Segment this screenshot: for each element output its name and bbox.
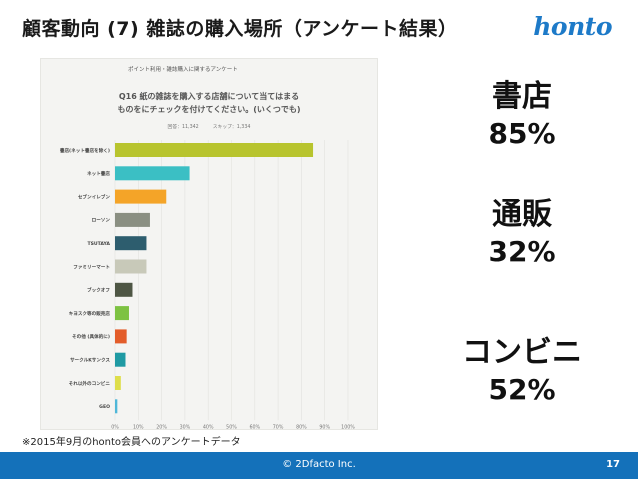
- x-tick-label: 80%: [296, 424, 307, 430]
- bar: [115, 143, 314, 157]
- page-number: 17: [606, 459, 620, 470]
- stat-label-convenience-store: コンビニ: [462, 335, 582, 370]
- stat-bookstore: 書店 85%: [432, 78, 612, 152]
- x-tick-label: 0%: [111, 424, 119, 430]
- chart-header-text: ポイント利用・雑誌購入に関するアンケート: [128, 67, 238, 73]
- stat-convenience-store: コンビニ 52%: [432, 334, 612, 408]
- x-tick-label: 20%: [156, 424, 167, 430]
- chart-meta: 回答：11,342 スキップ：1,334: [40, 123, 378, 130]
- copyright: © 2Dfacto Inc.: [282, 459, 356, 470]
- category-label: それ以外のコンビニ: [69, 380, 111, 387]
- honto-logo: honto: [533, 12, 612, 41]
- x-tick-label: 40%: [203, 424, 214, 430]
- slide-title: 顧客動向 (7) 雑誌の購入場所（アンケート結果）: [22, 18, 458, 40]
- bar: [115, 376, 121, 390]
- chart-header: ポイント利用・雑誌購入に関するアンケート: [40, 58, 378, 76]
- chart-title: Q16 紙の雑誌を購入する店舗について当てはまる ものをにチェックを付けてくださ…: [40, 90, 378, 116]
- skip-count: スキップ：1,334: [212, 125, 251, 130]
- footer-bar: © 2Dfacto Inc. 17: [0, 452, 638, 479]
- bar: [115, 189, 167, 204]
- survey-footnote: ※2015年9月のhonto会員へのアンケートデータ: [22, 437, 241, 448]
- stat-value-convenience-store: 52%: [488, 373, 556, 406]
- category-label: TSUTAYA: [87, 241, 110, 247]
- category-label: ブックオフ: [87, 287, 110, 294]
- stat-value-mail-order: 32%: [488, 235, 556, 268]
- stat-label-bookstore: 書店: [492, 79, 552, 114]
- category-label: ファミリーマート: [73, 264, 110, 270]
- bar: [115, 352, 126, 367]
- category-label: キヨスク等の販売店: [69, 310, 111, 317]
- bar: [115, 236, 147, 251]
- category-label: セブンイレブン: [78, 193, 111, 200]
- category-label: サークルKサンクス: [70, 357, 110, 364]
- respondent-count: 回答：11,342: [167, 125, 199, 130]
- x-tick-label: 90%: [319, 424, 330, 430]
- category-label: ローソン: [92, 218, 111, 224]
- stat-value-bookstore: 85%: [488, 117, 556, 150]
- stat-label-mail-order: 通販: [492, 197, 552, 232]
- category-label: ネット書店: [87, 170, 110, 177]
- bar: [115, 259, 147, 274]
- chart-title-line-1: Q16 紙の雑誌を購入する店舗について当てはまる: [118, 92, 300, 101]
- bar: [115, 306, 129, 321]
- bar: [115, 282, 133, 297]
- bar-chart: 0% 10% 20% 30% 40% 50% 60% 70% 80% 90% 100% 書店(ネット書…: [60, 140, 355, 430]
- x-tick-label: 60%: [249, 424, 260, 430]
- category-label: その他 (具体的に): [72, 333, 110, 340]
- chart-card: [40, 58, 378, 430]
- category-label: GEO: [99, 404, 110, 410]
- x-tick-label: 70%: [273, 424, 284, 430]
- chart-title-line-2: ものをにチェックを付けてください。(いくつでも): [117, 105, 301, 114]
- x-tick-label: 100%: [341, 424, 355, 430]
- x-tick-label: 10%: [133, 424, 144, 430]
- bar: [115, 329, 127, 344]
- bar: [115, 166, 190, 181]
- bar: [115, 212, 150, 227]
- category-label: 書店(ネット書店を除く): [60, 147, 110, 154]
- x-tick-label: 30%: [180, 424, 191, 430]
- x-tick-label: 50%: [226, 424, 237, 430]
- stat-mail-order: 通販 32%: [432, 196, 612, 270]
- bar: [115, 399, 118, 414]
